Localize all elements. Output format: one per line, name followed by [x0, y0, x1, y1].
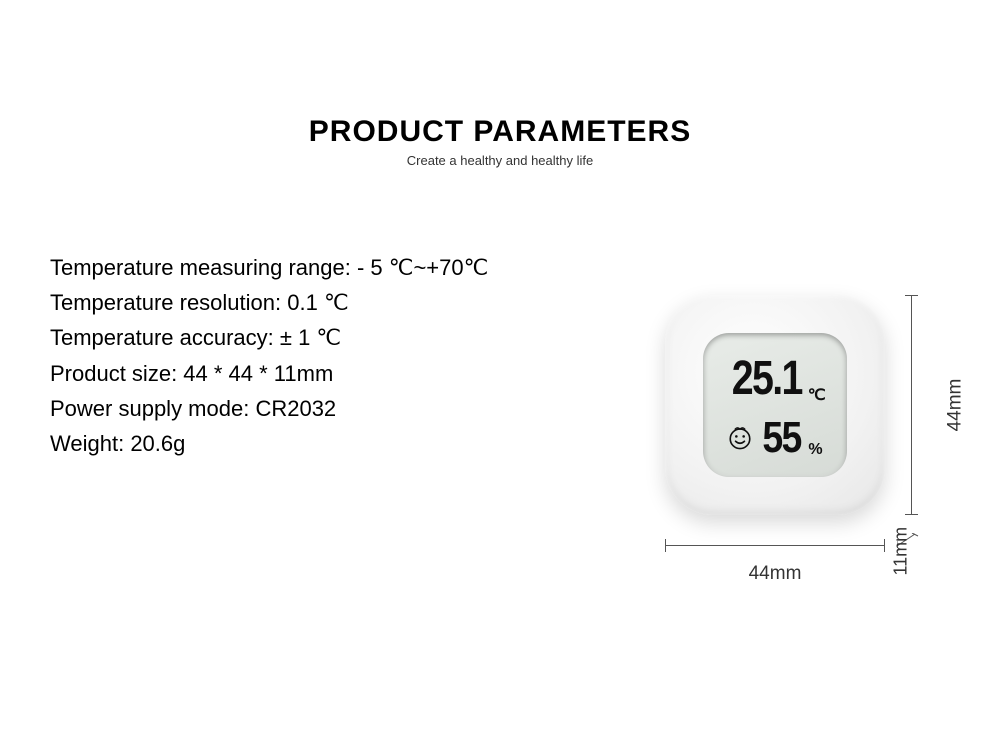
dimension-depth: 11mm — [897, 525, 957, 595]
humidity-row: 55 % — [715, 413, 835, 463]
spec-value: CR2032 — [255, 396, 336, 421]
spec-row: Power supply mode: CR2032 — [50, 391, 488, 426]
spec-value: 20.6g — [130, 431, 185, 456]
dimension-width-label: 44mm — [749, 563, 802, 585]
spec-row: Temperature accuracy: ± 1 ℃ — [50, 320, 488, 355]
spec-label: Temperature measuring range — [50, 255, 345, 280]
humidity-value: 55 — [763, 416, 801, 460]
spec-label: Power supply mode — [50, 396, 243, 421]
temperature-row: 25.1 ℃ — [715, 355, 835, 411]
spec-value: 44 * 44 * 11mm — [183, 361, 333, 386]
dimension-line-icon — [665, 545, 885, 546]
spec-list: Temperature measuring range: - 5 ℃~+70℃ … — [50, 250, 488, 461]
page-title: PRODUCT PARAMETERS — [0, 115, 1000, 149]
product-illustration: 25.1 ℃ 55 % 44mm 44mm — [645, 265, 955, 685]
spec-row: Product size: 44 * 44 * 11mm — [50, 356, 488, 391]
dimension-height-label: 44mm — [944, 379, 966, 432]
dimension-line-icon — [911, 295, 912, 515]
thermometer-device: 25.1 ℃ 55 % — [665, 295, 885, 515]
spec-label: Product size — [50, 361, 171, 386]
dimension-height: 44mm — [903, 295, 953, 515]
dimension-width: 44mm — [665, 537, 885, 597]
spec-label: Temperature accuracy — [50, 325, 268, 350]
dimension-depth-label: 11mm — [891, 527, 912, 576]
lcd-screen: 25.1 ℃ 55 % — [703, 333, 847, 477]
smiley-face-icon — [727, 425, 753, 451]
spec-row: Temperature resolution: 0.1 ℃ — [50, 285, 488, 320]
spec-row: Weight: 20.6g — [50, 426, 488, 461]
header: PRODUCT PARAMETERS Create a healthy and … — [0, 0, 1000, 168]
spec-value: - 5 ℃~+70℃ — [357, 255, 488, 280]
spec-value: ± 1 ℃ — [280, 325, 341, 350]
temperature-value: 25.1 — [732, 355, 802, 403]
spec-value: 0.1 ℃ — [287, 290, 348, 315]
spec-row: Temperature measuring range: - 5 ℃~+70℃ — [50, 250, 488, 285]
spec-label: Temperature resolution — [50, 290, 275, 315]
temperature-unit: ℃ — [808, 385, 826, 411]
spec-label: Weight — [50, 431, 118, 456]
humidity-unit: % — [808, 441, 822, 463]
page-subtitle: Create a healthy and healthy life — [0, 153, 1000, 168]
